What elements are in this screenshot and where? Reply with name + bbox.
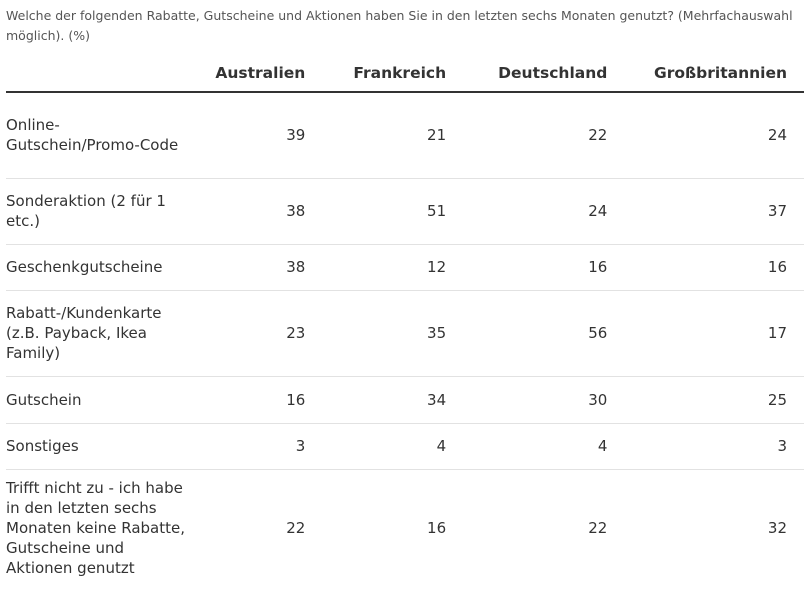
value-cell: 25	[624, 376, 804, 424]
value-cell: 38	[187, 178, 323, 245]
value-cell: 38	[187, 244, 323, 291]
row-label: Sonstiges	[6, 423, 188, 470]
value-cell: 16	[463, 244, 625, 291]
data-table: Australien Frankreich Deutschland Großbrita…	[6, 54, 804, 587]
value-cell: 24	[463, 178, 625, 245]
column-header: Australien	[187, 54, 323, 93]
table-header: Australien Frankreich Deutschland Großbrita…	[6, 54, 804, 93]
table-row: Gutschein 16 34 30 25	[6, 376, 804, 424]
value-cell: 32	[767, 519, 787, 538]
column-header: Frankreich	[322, 54, 464, 93]
row-label: Rabatt-/Kundenkarte (z.B. Payback, Ikea …	[6, 290, 188, 377]
value-cell: 23	[187, 290, 323, 377]
row-label: Trifft nicht zu - ich habe in den letzte…	[6, 479, 186, 578]
table-row: Online-Gutschein/Promo-Code 39 21 22 24	[6, 92, 804, 179]
value-cell: 4	[322, 423, 464, 470]
table-row: Rabatt-/Kundenkarte (z.B. Payback, Ikea …	[6, 290, 804, 377]
table-row: Trifft nicht zu - ich habe in den letzte…	[6, 469, 804, 587]
value-cell: 35	[322, 290, 464, 377]
row-label: Geschenkgutscheine	[6, 244, 188, 291]
value-cell: 3	[624, 423, 804, 470]
value-cell: 12	[322, 244, 464, 291]
value-cell: 16	[427, 519, 447, 538]
value-cell: 56	[463, 290, 625, 377]
column-header: Großbritannien	[624, 54, 804, 93]
row-label: Online-Gutschein/Promo-Code	[6, 92, 188, 179]
table-row: Sonstiges 3 4 4 3	[6, 423, 804, 470]
value-cell: 22	[588, 519, 608, 538]
value-cell: 30	[463, 376, 625, 424]
table-row: Sonderaktion (2 für 1 etc.) 38 51 24 37	[6, 178, 804, 245]
value-cell: 24	[624, 92, 804, 179]
value-cell: 16	[624, 244, 804, 291]
value-cell: 17	[624, 290, 804, 377]
table-caption: Welche der folgenden Rabatte, Gutscheine…	[6, 8, 793, 43]
value-cell: 22	[463, 92, 625, 179]
row-label: Gutschein	[6, 376, 188, 424]
column-header: Deutschland	[463, 54, 625, 93]
value-cell: 34	[322, 376, 464, 424]
table-body: Online-Gutschein/Promo-Code 39 21 22 24 Sonde…	[6, 92, 804, 587]
value-cell: 37	[624, 178, 804, 245]
row-label: Sonderaktion (2 für 1 etc.)	[6, 178, 188, 245]
value-cell: 39	[187, 92, 323, 179]
value-cell: 3	[187, 423, 323, 470]
value-cell: 51	[322, 178, 464, 245]
value-cell: 21	[322, 92, 464, 179]
table-row: Geschenkgutscheine 38 12 16 16	[6, 244, 804, 291]
header-row: Australien Frankreich Deutschland Großbrita…	[6, 54, 804, 93]
header-empty-cell	[6, 54, 188, 93]
value-cell: 22	[286, 519, 306, 538]
value-cell: 16	[187, 376, 323, 424]
value-cell: 4	[463, 423, 625, 470]
